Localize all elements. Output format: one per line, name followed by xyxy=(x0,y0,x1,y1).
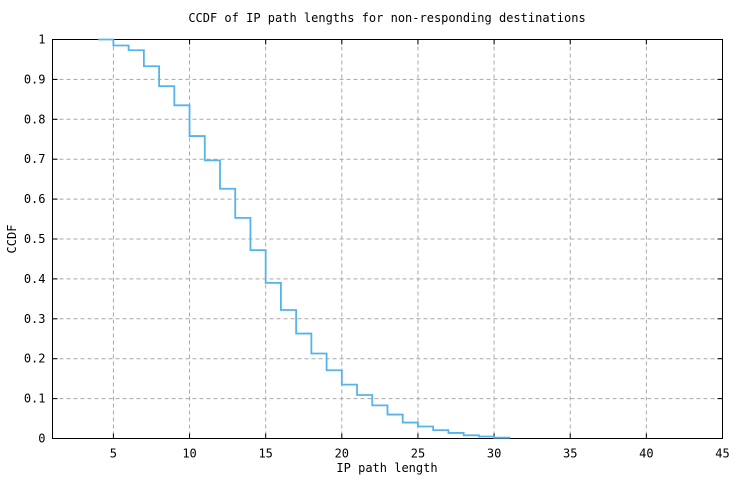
x-tick-label: 35 xyxy=(563,447,577,461)
y-tick-label: 0.2 xyxy=(24,352,46,366)
y-tick-label: 1 xyxy=(38,33,45,47)
ccdf-step-line xyxy=(98,38,511,439)
y-tick-label: 0.6 xyxy=(24,192,46,206)
y-tick-label: 0.4 xyxy=(24,272,46,286)
y-axis-label: CCDF xyxy=(5,225,19,254)
x-axis-label: IP path length xyxy=(336,461,437,475)
x-tick-label: 20 xyxy=(335,447,349,461)
y-tick-label: 0.9 xyxy=(24,72,46,86)
y-tick-label: 0 xyxy=(38,432,45,446)
x-tick-label: 30 xyxy=(487,447,501,461)
plot-generated-content: 5 10 15 20 25 30 35 40 45 0 0.1 0.2 0.3 0.4 0.5 0.6 0.7 0… xyxy=(24,33,730,461)
chart-title: CCDF of IP path lengths for non-respondi… xyxy=(188,11,585,25)
y-tick-label: 0.3 xyxy=(24,312,46,326)
x-tick-label: 45 xyxy=(715,447,729,461)
x-tick-label: 15 xyxy=(258,447,272,461)
x-tick-label: 25 xyxy=(411,447,425,461)
x-tick-label: 10 xyxy=(182,447,196,461)
y-tick-label: 0.5 xyxy=(24,232,46,246)
x-tick-label: 40 xyxy=(639,447,653,461)
plot-border xyxy=(52,39,723,439)
y-tick-label: 0.7 xyxy=(24,152,46,166)
y-tick-label: 0.8 xyxy=(24,112,46,126)
x-tick-label: 5 xyxy=(110,447,117,461)
y-tick-label: 0.1 xyxy=(24,392,46,406)
